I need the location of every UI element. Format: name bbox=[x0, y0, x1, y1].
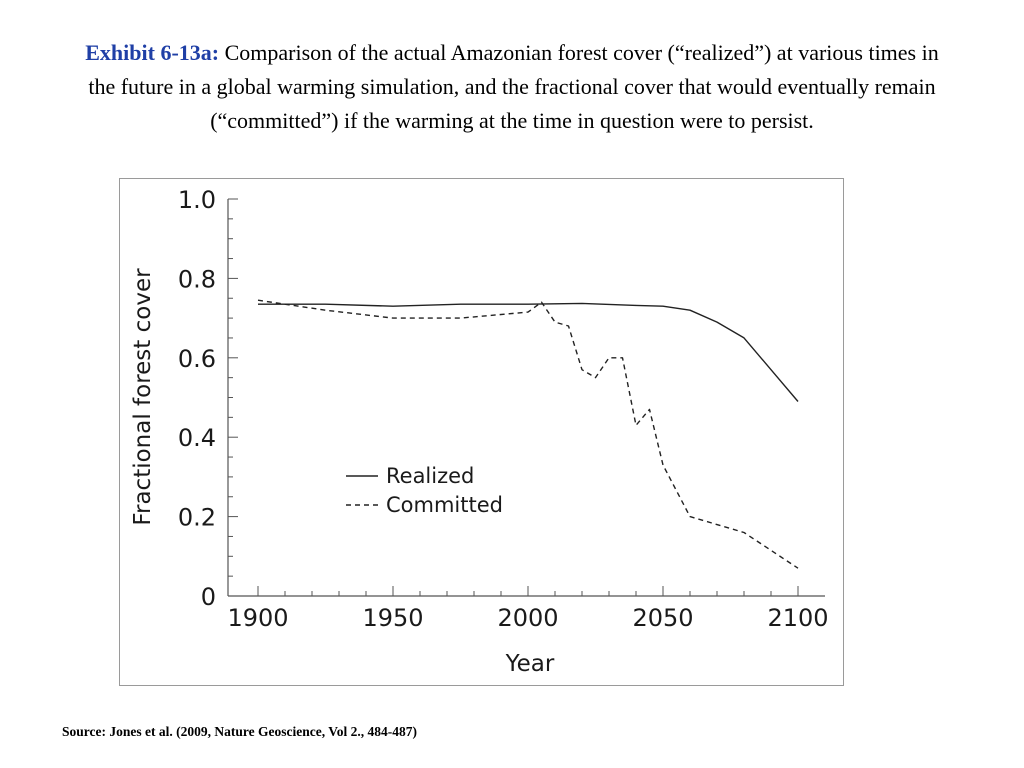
x-tick-label: 2000 bbox=[497, 604, 558, 632]
source-citation: Source: Jones et al. (2009, Nature Geosc… bbox=[62, 724, 417, 739]
y-tick-label: 0.2 bbox=[178, 504, 216, 532]
y-tick-label: 0.8 bbox=[178, 265, 216, 293]
exhibit-description: Comparison of the actual Amazonian fores… bbox=[88, 40, 939, 133]
y-axis-title: Fractional forest cover bbox=[130, 268, 156, 526]
y-tick-label: 0.4 bbox=[178, 424, 216, 452]
y-tick-label: 0 bbox=[201, 583, 216, 611]
slide-title: Exhibit 6-13a: Comparison of the actual … bbox=[70, 36, 954, 138]
forest-cover-chart: 0 0.2 0.4 0.6 0.8 1.0 1900 1950 2000 2050 2100 Rea… bbox=[130, 186, 829, 677]
exhibit-label: Exhibit 6-13a: bbox=[85, 40, 220, 65]
x-tick-label: 2100 bbox=[767, 604, 828, 632]
y-tick-label: 0.6 bbox=[178, 345, 216, 373]
legend-label-realized: Realized bbox=[386, 464, 474, 488]
x-tick-label: 2050 bbox=[632, 604, 693, 632]
series-line-committed bbox=[257, 299, 799, 569]
x-tick-label: 1900 bbox=[227, 604, 288, 632]
chart-frame: 0 0.2 0.4 0.6 0.8 1.0 1900 1950 2000 2050 2100 Rea… bbox=[119, 178, 844, 686]
y-tick-label: 1.0 bbox=[178, 186, 216, 214]
legend-label-committed: Committed bbox=[386, 493, 503, 517]
series-line-realized bbox=[258, 302, 799, 402]
x-axis-title: Year bbox=[505, 651, 555, 677]
x-tick-label: 1950 bbox=[362, 604, 423, 632]
